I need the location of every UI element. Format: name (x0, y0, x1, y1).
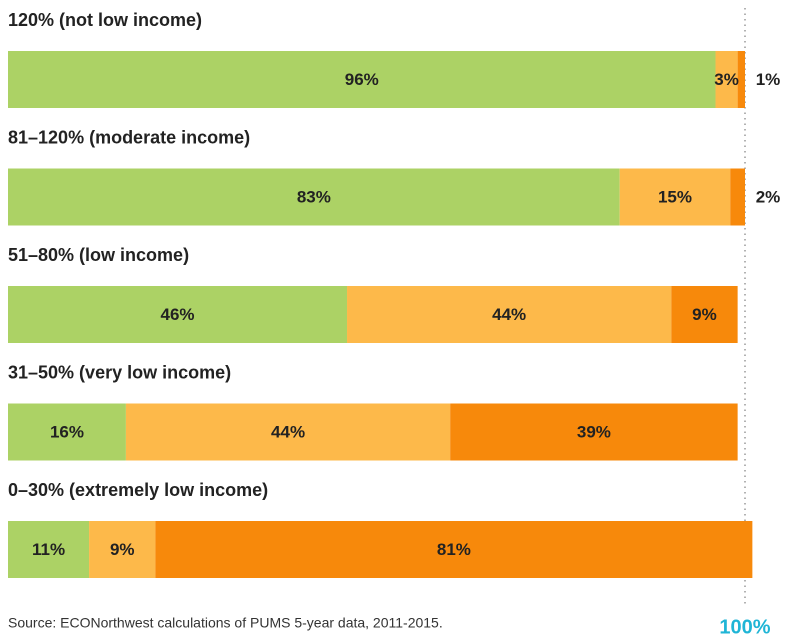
value-label: 46% (160, 305, 194, 324)
value-label: 9% (692, 305, 717, 324)
category-label: 81–120% (moderate income) (8, 127, 250, 147)
value-label: 96% (345, 70, 379, 89)
bar-segment (8, 51, 716, 108)
category-label: 0–30% (extremely low income) (8, 480, 268, 500)
source-note: Source: ECONorthwest calculations of PUM… (8, 615, 443, 631)
value-label: 83% (297, 187, 331, 206)
category-label: 31–50% (very low income) (8, 362, 231, 382)
x-tick-label: 100% (719, 616, 770, 638)
bar-segment (8, 168, 620, 226)
category-label: 51–80% (low income) (8, 245, 189, 265)
bar-segment (89, 521, 156, 578)
bar-segment (619, 168, 731, 226)
bar-segment (737, 51, 745, 108)
bar-segment (125, 403, 451, 461)
value-label: 15% (658, 187, 692, 206)
value-label: 9% (110, 540, 135, 559)
bar-segment (8, 403, 126, 461)
bar-segment (8, 521, 90, 578)
bar-segment (715, 51, 738, 108)
value-label: 3% (714, 70, 739, 89)
value-label: 39% (577, 422, 611, 441)
value-label: 44% (271, 422, 305, 441)
value-label: 1% (756, 70, 781, 89)
value-label: 2% (756, 187, 781, 206)
bar-segment (450, 403, 738, 461)
value-label: 16% (50, 422, 84, 441)
bar-segment (155, 521, 753, 578)
bar-segment (8, 286, 348, 343)
value-label: 11% (32, 540, 65, 559)
bar-segment (347, 286, 672, 343)
value-label: 44% (492, 305, 526, 324)
category-label: 120% (not low income) (8, 10, 202, 30)
bar-segment (730, 168, 745, 226)
bar-segment (671, 286, 738, 343)
value-label: 81% (437, 540, 471, 559)
